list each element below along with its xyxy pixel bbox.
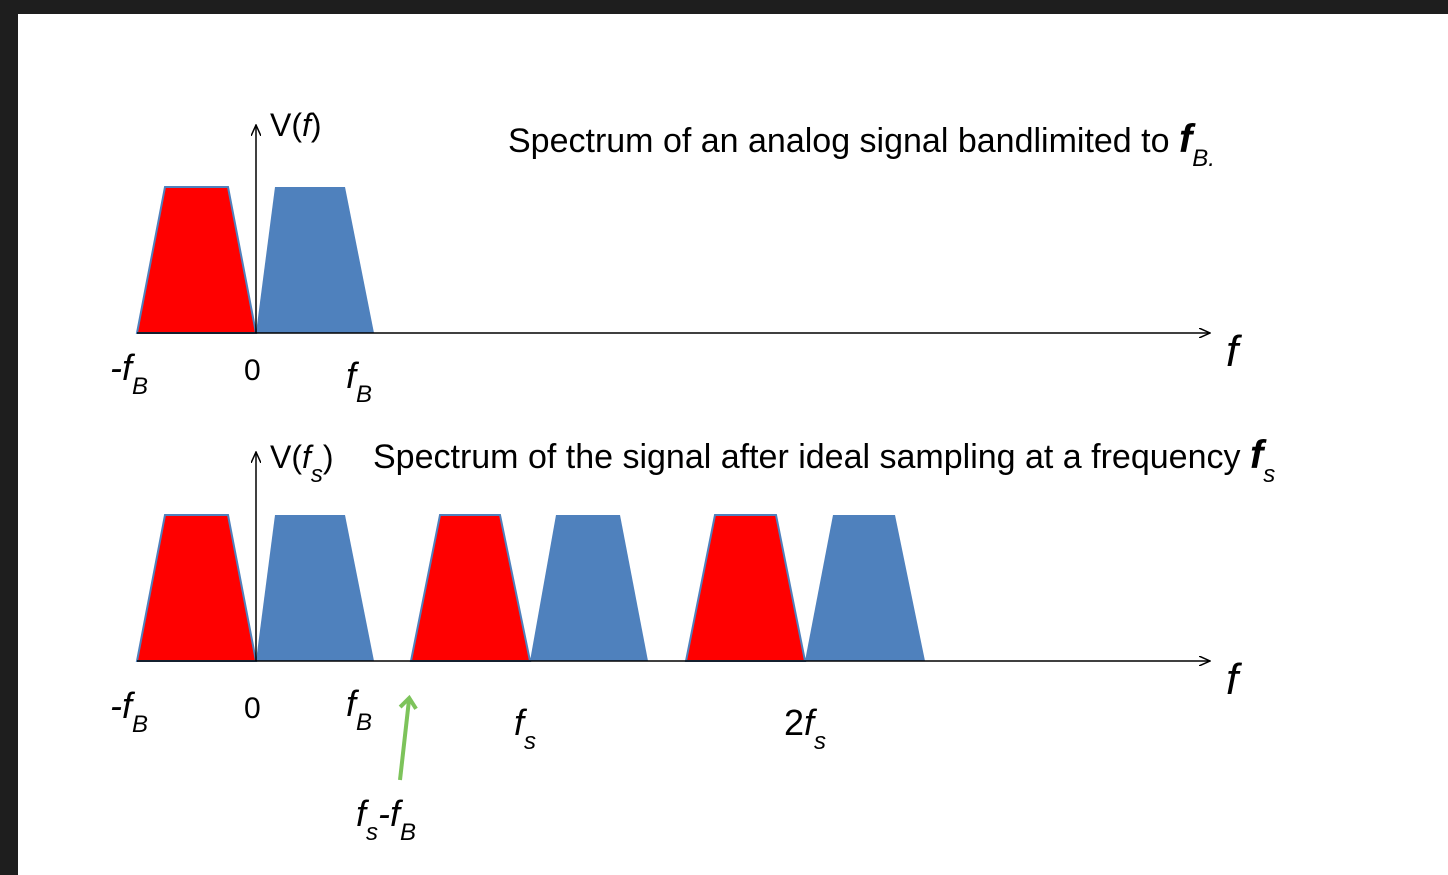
axis-label: V(fs) [270, 439, 334, 488]
text: s [311, 461, 323, 488]
text: B [356, 381, 372, 408]
pointer-arrow [398, 694, 418, 781]
text: s [366, 819, 378, 846]
text: B [356, 709, 372, 736]
axis-label: V(f) [270, 107, 322, 143]
text: s [1263, 461, 1275, 488]
text: B [132, 373, 148, 400]
text: -f [378, 793, 404, 834]
blue-band [256, 515, 374, 661]
text: f [1250, 433, 1267, 477]
tick-label: -fB [110, 685, 148, 738]
blue-band [805, 515, 925, 661]
text: B [132, 711, 148, 738]
text: -f [110, 685, 136, 726]
text: f [1179, 117, 1196, 161]
text: B. [1192, 145, 1215, 172]
text: 2 [784, 702, 804, 743]
text: B [400, 819, 416, 846]
tick-label: -fB [110, 347, 148, 400]
text: V( [270, 107, 302, 143]
text: -f [110, 347, 136, 388]
blue-band [256, 187, 374, 333]
blue-band [530, 515, 648, 661]
text: s [814, 728, 826, 755]
text: ) [323, 439, 334, 475]
text: s [524, 728, 536, 755]
text: Spectrum of the signal after ideal sampl… [373, 438, 1250, 476]
text: ) [311, 107, 322, 143]
caption: Spectrum of an analog signal bandlimited… [508, 117, 1215, 172]
caption: Spectrum of the signal after ideal sampl… [373, 433, 1275, 488]
tick-label: 0 [244, 692, 261, 725]
tick-label: 0 [244, 354, 261, 387]
text: V( [270, 439, 302, 475]
text: Spectrum of an analog signal bandlimited… [508, 122, 1179, 160]
